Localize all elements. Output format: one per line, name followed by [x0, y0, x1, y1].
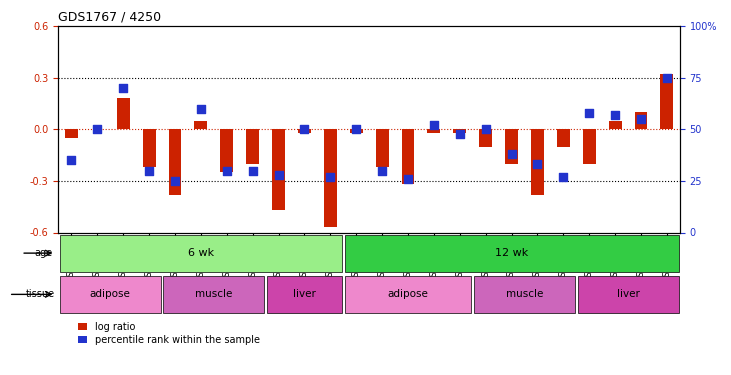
Bar [65, 129, 78, 138]
Point [376, 168, 388, 174]
Text: liver: liver [293, 290, 316, 299]
Text: tissue: tissue [26, 290, 56, 299]
Point [350, 126, 362, 132]
Point [428, 122, 440, 128]
Point [402, 176, 414, 182]
Bar [376, 129, 389, 167]
Bar [169, 129, 181, 195]
Text: liver: liver [617, 290, 640, 299]
FancyBboxPatch shape [344, 235, 678, 272]
Bar [324, 129, 337, 227]
Bar [557, 129, 569, 147]
Bar [272, 129, 285, 210]
Bar [349, 129, 363, 133]
Bar [117, 99, 129, 129]
FancyBboxPatch shape [344, 276, 471, 313]
Bar [660, 74, 673, 129]
Point [298, 126, 310, 132]
Point [143, 168, 155, 174]
Text: muscle: muscle [506, 290, 543, 299]
Bar [609, 121, 621, 129]
Text: muscle: muscle [195, 290, 232, 299]
Point [66, 158, 77, 164]
FancyBboxPatch shape [474, 276, 575, 313]
Text: age: age [34, 248, 53, 258]
Bar [220, 129, 233, 172]
Point [273, 172, 284, 178]
Bar [428, 129, 440, 133]
Point [454, 130, 466, 136]
Point [325, 174, 336, 180]
Bar [635, 112, 648, 129]
Point [169, 178, 181, 184]
Point [247, 168, 259, 174]
Point [506, 151, 518, 157]
Text: 6 wk: 6 wk [188, 248, 214, 258]
FancyBboxPatch shape [60, 235, 342, 272]
FancyBboxPatch shape [577, 276, 678, 313]
Text: adipose: adipose [387, 290, 428, 299]
Point [531, 161, 543, 167]
Point [661, 75, 673, 81]
FancyBboxPatch shape [267, 276, 342, 313]
Point [609, 112, 621, 118]
Text: GDS1767 / 4250: GDS1767 / 4250 [58, 11, 162, 24]
Bar [480, 129, 492, 147]
Point [635, 116, 647, 122]
Point [118, 85, 129, 91]
Bar [401, 129, 414, 184]
Bar [143, 129, 156, 167]
Text: 12 wk: 12 wk [495, 248, 529, 258]
Bar [194, 121, 208, 129]
Point [195, 106, 207, 112]
FancyBboxPatch shape [60, 276, 161, 313]
Text: adipose: adipose [90, 290, 131, 299]
Point [480, 126, 491, 132]
Point [221, 168, 232, 174]
FancyBboxPatch shape [163, 276, 265, 313]
Bar [531, 129, 544, 195]
Bar [246, 129, 259, 164]
Point [558, 174, 569, 180]
Bar [583, 129, 596, 164]
Bar [298, 129, 311, 133]
Bar [505, 129, 518, 164]
Bar [453, 129, 466, 133]
Point [583, 110, 595, 116]
Legend: log ratio, percentile rank within the sample: log ratio, percentile rank within the sa… [76, 320, 262, 346]
Point [91, 126, 103, 132]
